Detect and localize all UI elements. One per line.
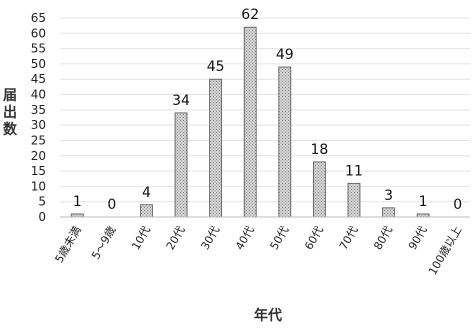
y-tick-label: 40 [31,88,46,102]
data-label: 0 [453,197,462,213]
y-axis-title-char: 数 [3,121,18,138]
y-tick-label: 30 [31,118,46,132]
gridlines [60,17,470,203]
bar [140,204,153,218]
bar [209,78,223,218]
x-tick-label: 5～9歳 [89,224,118,262]
y-tick-label: 25 [31,133,46,147]
data-label: 11 [345,163,363,179]
bar [382,207,395,218]
x-tick-label: 5歳未満 [53,224,84,265]
y-tick-label: 5 [38,195,46,209]
x-tick-label: 70代 [337,224,361,252]
y-tick-label: 45 [31,72,46,86]
x-tick-label: 80代 [371,224,395,252]
y-tick-label: 65 [31,11,46,25]
bar [278,66,292,218]
y-axis-title: 届出数 [3,88,18,138]
x-axis-ticks: 5歳未満 5～9歳 10代 20代 30代 40代 50代 60代 70代 80代 90代100歳以… [53,224,465,277]
y-axis-title-char: 出 [3,104,17,121]
bar [312,161,326,218]
y-tick-label: 55 [31,42,46,56]
y-tick-label: 10 [31,179,46,193]
x-tick-label: 30代 [198,224,222,252]
data-label: 1 [73,194,82,210]
data-label: 1 [419,194,428,210]
y-tick-label: 60 [31,26,46,40]
data-label: 4 [142,185,151,201]
bar [174,112,188,218]
x-tick-label: 20代 [164,224,188,252]
x-tick-label: 100歳以上 [426,224,464,277]
y-axis-title-char: 届 [3,88,17,104]
x-tick-label: 90代 [406,224,430,252]
y-tick-label: 15 [31,164,46,178]
bar [243,26,257,218]
y-tick-label: 0 [38,210,46,224]
data-label: 45 [207,59,225,75]
y-tick-label: 50 [31,57,46,71]
y-tick-label: 35 [31,103,46,117]
data-label: 0 [107,197,116,213]
data-label: 18 [310,142,328,158]
x-tick-label: 60代 [302,224,326,252]
data-label: 3 [384,188,393,204]
x-tick-label: 50代 [268,224,292,252]
x-tick-label: 40代 [233,224,257,252]
x-tick-label: 10代 [129,224,153,252]
y-tick-label: 20 [31,149,46,163]
x-axis-title: 年代 [254,307,282,324]
bars [70,26,430,218]
bar [347,182,361,218]
data-labels: 1 0 4 34 45 62 49 18 11 3 1 0 [73,7,462,213]
data-label: 62 [241,7,259,23]
data-label: 49 [276,47,294,63]
data-label: 34 [172,93,190,109]
